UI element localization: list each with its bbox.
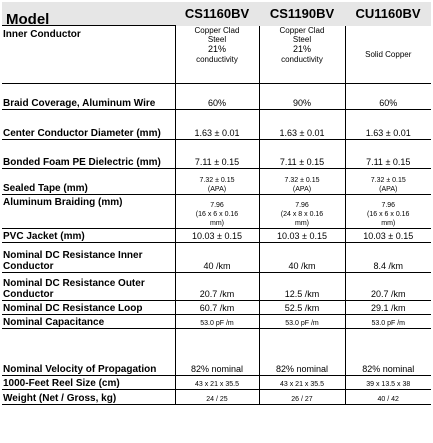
row-label: Nominal DC Resistance Outer Conductor [2,272,175,301]
table-row: Nominal DC Resistance Loop 60.7 /km 52.5… [2,300,431,315]
table-row: Aluminum Braiding (mm) 7.96 (16 x 6 x 0.… [2,194,431,229]
row-label: Weight (Net / Gross, kg) [2,389,175,405]
table-cell: 10.03 ± 0.15 [258,228,345,243]
table-cell: 10.03 ± 0.15 [344,228,431,243]
row-label: Bonded Foam PE Dielectric (mm) [2,139,175,169]
table-cell: 53.0 pF /m [258,314,345,329]
table-cell: 43 x 21 x 35.5 [258,375,345,390]
table-cell: 60.7 /km [174,300,259,315]
table-row: Nominal DC Resistance Outer Conductor 20… [2,272,431,301]
table-row: Sealed Tape (mm) 7.32 ± 0.15 (APA) 7.32 … [2,168,431,195]
table-cell: 7.11 ± 0.15 [174,139,259,169]
table-cell: 20.7 /km [174,272,259,301]
table-row: Braid Coverage, Aluminum Wire 60% 90% 60… [2,83,431,110]
table-cell: 7.32 ± 0.15 (APA) [344,168,431,195]
table-row: 1000-Feet Reel Size (cm) 43 x 21 x 35.5 … [2,375,431,390]
table-row: Nominal DC Resistance Inner Conductor 40… [2,242,431,273]
table-row: Nominal Velocity of Propagation 82% nomi… [2,328,431,376]
table-cell: 7.96 (16 x 6 x 0.16 mm) [174,194,259,229]
specification-table: Model CS1160BV CS1190BV CU1160BV Inner C… [2,2,431,405]
table-row: Bonded Foam PE Dielectric (mm) 7.11 ± 0.… [2,139,431,169]
table-row: PVC Jacket (mm) 10.03 ± 0.15 10.03 ± 0.1… [2,228,431,243]
table-row: Weight (Net / Gross, kg) 24 / 25 26 / 27… [2,389,431,405]
row-label: Nominal DC Resistance Loop [2,300,175,315]
table-cell: 10.03 ± 0.15 [174,228,259,243]
row-label: PVC Jacket (mm) [2,228,175,243]
table-cell: 26 / 27 [258,389,345,405]
row-label: Aluminum Braiding (mm) [2,194,175,229]
table-cell: 82% nominal [258,328,345,376]
table-cell: 39 x 13.5 x 38 [344,375,431,390]
model-cs1160bv: CS1160BV [175,2,259,26]
table-cell: 40 / 42 [344,389,431,405]
row-label: Nominal DC Resistance Inner Conductor [2,242,175,273]
table-cell: 43 x 21 x 35.5 [174,375,259,390]
row-label: Center Conductor Diameter (mm) [2,109,175,140]
row-label: Braid Coverage, Aluminum Wire [2,83,175,110]
table-cell: 7.11 ± 0.15 [258,139,345,169]
table-cell: Copper Clad Steel 21% conductivity [174,25,259,84]
model-cs1190bv: CS1190BV [259,2,345,26]
table-cell: Copper Clad Steel 21% conductivity [258,25,345,84]
table-cell: 8.4 /km [344,242,431,273]
table-cell: 1.63 ± 0.01 [344,109,431,140]
table-cell: 1.63 ± 0.01 [258,109,345,140]
table-cell: 24 / 25 [174,389,259,405]
table-cell: 53.0 pF /m [174,314,259,329]
table-cell: 90% [258,83,345,110]
table-cell: 40 /km [258,242,345,273]
table-cell: 53.0 pF /m [344,314,431,329]
table-cell: 12.5 /km [258,272,345,301]
table-cell: 40 /km [174,242,259,273]
table-cell: 7.96 (16 x 6 x 0.16 mm) [344,194,431,229]
table-row: Center Conductor Diameter (mm) 1.63 ± 0.… [2,109,431,140]
table-cell: 82% nominal [344,328,431,376]
table-cell: 60% [344,83,431,110]
table-cell: 7.32 ± 0.15 (APA) [258,168,345,195]
table-cell: 7.11 ± 0.15 [344,139,431,169]
table-cell: 20.7 /km [344,272,431,301]
row-label: Inner Conductor [2,25,175,84]
row-label: Sealed Tape (mm) [2,168,175,195]
table-cell: Solid Copper [344,25,431,84]
table-cell: 52.5 /km [258,300,345,315]
row-label: Nominal Velocity of Propagation [2,328,175,376]
table-cell: 82% nominal [174,328,259,376]
header-row: Model CS1160BV CS1190BV CU1160BV [2,2,431,26]
table-row: Nominal Capacitance 53.0 pF /m 53.0 pF /… [2,314,431,329]
table-row: Inner Conductor Copper Clad Steel 21% co… [2,25,431,84]
row-label: 1000-Feet Reel Size (cm) [2,375,175,390]
table-cell: 7.32 ± 0.15 (APA) [174,168,259,195]
model-header-label: Model [2,2,175,26]
row-label: Nominal Capacitance [2,314,175,329]
model-cu1160bv: CU1160BV [345,2,431,26]
table-cell: 29.1 /km [344,300,431,315]
table-cell: 1.63 ± 0.01 [174,109,259,140]
table-cell: 7.96 (24 x 8 x 0.16 mm) [258,194,345,229]
table-cell: 60% [174,83,259,110]
